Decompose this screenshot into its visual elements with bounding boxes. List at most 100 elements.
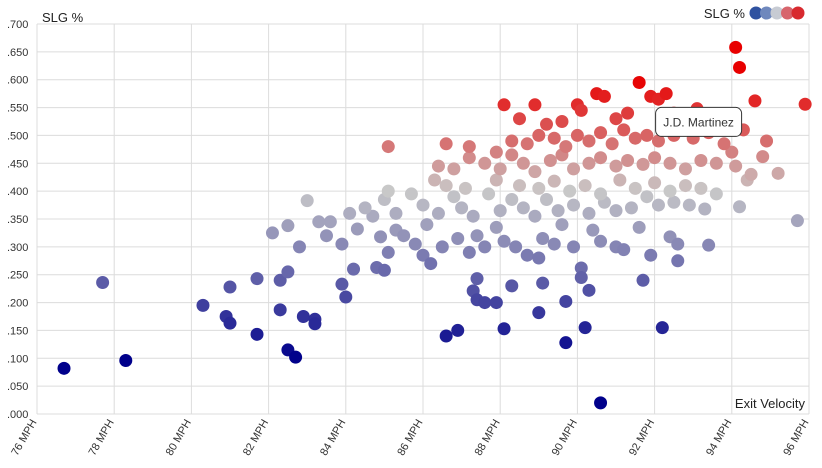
data-point[interactable] bbox=[478, 156, 492, 170]
data-point[interactable] bbox=[428, 173, 442, 187]
data-point[interactable] bbox=[366, 209, 380, 223]
data-point[interactable] bbox=[574, 103, 588, 117]
data-point[interactable] bbox=[655, 321, 669, 335]
data-point[interactable] bbox=[609, 204, 623, 218]
data-point[interactable] bbox=[702, 238, 716, 252]
data-point[interactable] bbox=[597, 89, 611, 103]
data-point[interactable] bbox=[381, 184, 395, 198]
data-point[interactable] bbox=[663, 184, 677, 198]
data-point[interactable] bbox=[574, 261, 588, 275]
data-point[interactable] bbox=[667, 195, 681, 209]
data-point[interactable] bbox=[671, 237, 685, 251]
data-point[interactable] bbox=[648, 176, 662, 190]
data-point[interactable] bbox=[709, 187, 723, 201]
data-point[interactable] bbox=[605, 137, 619, 151]
data-point[interactable] bbox=[532, 128, 546, 142]
data-point[interactable] bbox=[636, 157, 650, 171]
data-point[interactable] bbox=[196, 298, 210, 312]
data-point[interactable] bbox=[516, 201, 530, 215]
data-point[interactable] bbox=[451, 232, 465, 245]
data-point[interactable] bbox=[296, 310, 310, 323]
data-point[interactable] bbox=[374, 230, 388, 244]
data-point[interactable] bbox=[281, 265, 295, 279]
data-point[interactable] bbox=[377, 263, 391, 277]
data-point[interactable] bbox=[439, 329, 453, 343]
data-point[interactable] bbox=[609, 112, 623, 126]
data-point[interactable] bbox=[250, 327, 264, 341]
data-point[interactable] bbox=[717, 137, 731, 151]
data-point[interactable] bbox=[659, 87, 673, 101]
data-point[interactable] bbox=[505, 148, 519, 162]
data-point[interactable] bbox=[709, 156, 723, 170]
data-point[interactable] bbox=[609, 159, 623, 173]
data-point[interactable] bbox=[559, 336, 573, 350]
data-point[interactable] bbox=[632, 220, 646, 234]
data-point[interactable] bbox=[617, 243, 631, 257]
data-point[interactable] bbox=[698, 202, 712, 216]
data-point[interactable] bbox=[671, 254, 685, 268]
data-point[interactable] bbox=[381, 140, 395, 154]
data-point[interactable] bbox=[567, 240, 581, 254]
data-point[interactable] bbox=[744, 167, 758, 181]
data-point[interactable] bbox=[547, 237, 561, 251]
data-point[interactable] bbox=[447, 190, 461, 204]
data-point[interactable] bbox=[431, 206, 445, 220]
data-point[interactable] bbox=[458, 181, 472, 195]
data-point[interactable] bbox=[540, 117, 554, 131]
data-point[interactable] bbox=[489, 220, 503, 234]
data-point[interactable] bbox=[343, 206, 357, 220]
data-point[interactable] bbox=[651, 134, 665, 148]
data-point[interactable] bbox=[624, 201, 638, 215]
data-point[interactable] bbox=[532, 181, 546, 195]
data-point[interactable] bbox=[335, 237, 349, 251]
data-point[interactable] bbox=[536, 232, 550, 245]
data-point[interactable] bbox=[320, 229, 333, 243]
data-point[interactable] bbox=[725, 145, 739, 159]
data-point[interactable] bbox=[509, 240, 523, 254]
data-point[interactable] bbox=[289, 350, 303, 364]
data-point[interactable] bbox=[682, 198, 696, 212]
data-point[interactable] bbox=[640, 128, 654, 142]
data-point[interactable] bbox=[555, 218, 569, 232]
data-point[interactable] bbox=[513, 112, 526, 126]
data-point[interactable] bbox=[447, 162, 461, 176]
data-point[interactable] bbox=[281, 219, 295, 233]
data-point[interactable] bbox=[528, 209, 542, 223]
data-point[interactable] bbox=[300, 194, 314, 208]
data-point[interactable] bbox=[733, 60, 747, 74]
data-point[interactable] bbox=[694, 154, 708, 167]
data-point[interactable] bbox=[273, 303, 287, 317]
data-point[interactable] bbox=[644, 248, 658, 262]
data-point[interactable] bbox=[536, 276, 550, 290]
data-point[interactable] bbox=[119, 354, 133, 368]
data-point[interactable] bbox=[416, 248, 430, 262]
data-point[interactable] bbox=[96, 276, 110, 290]
data-point[interactable] bbox=[559, 140, 573, 154]
data-point[interactable] bbox=[435, 240, 449, 254]
data-point[interactable] bbox=[404, 187, 418, 201]
data-point[interactable] bbox=[678, 179, 692, 193]
data-point[interactable] bbox=[520, 248, 534, 262]
data-point[interactable] bbox=[729, 40, 743, 54]
data-point[interactable] bbox=[497, 234, 511, 248]
data-point[interactable] bbox=[567, 198, 581, 212]
data-point[interactable] bbox=[489, 296, 503, 310]
data-point[interactable] bbox=[420, 218, 434, 232]
data-point[interactable] bbox=[478, 296, 492, 310]
data-point[interactable] bbox=[505, 134, 519, 148]
data-point[interactable] bbox=[520, 137, 534, 151]
data-point[interactable] bbox=[350, 222, 364, 236]
data-point[interactable] bbox=[617, 123, 631, 137]
data-point[interactable] bbox=[651, 198, 665, 212]
data-point[interactable] bbox=[470, 229, 484, 243]
data-point[interactable] bbox=[543, 154, 557, 167]
data-point[interactable] bbox=[489, 173, 503, 187]
data-point[interactable] bbox=[389, 206, 403, 220]
data-point[interactable] bbox=[462, 151, 476, 165]
data-point[interactable] bbox=[439, 179, 453, 193]
data-point[interactable] bbox=[621, 106, 635, 120]
data-point[interactable] bbox=[339, 290, 353, 304]
data-point[interactable] bbox=[582, 283, 596, 297]
data-point[interactable] bbox=[416, 198, 430, 212]
data-point[interactable] bbox=[312, 215, 326, 229]
